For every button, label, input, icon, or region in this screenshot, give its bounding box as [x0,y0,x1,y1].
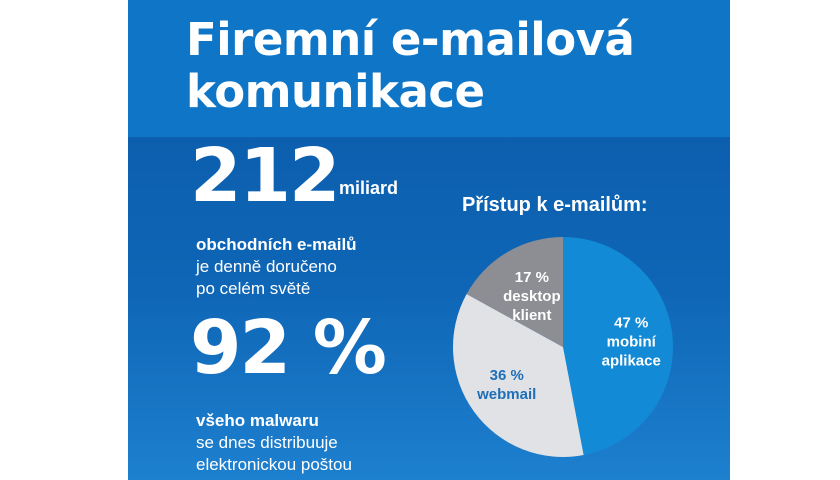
pie-label-0-line-1: mobiní [607,333,657,350]
title-line-2: komunikace [186,65,485,118]
stat-caption-malware-line3: elektronickou poštou [196,455,352,474]
pie-slice-0 [563,237,673,456]
pie-label-2-line-0: 17 % [515,269,549,286]
stat-caption-emails: obchodních e-mailů je denně doručeno po … [196,234,436,300]
stat-caption-malware: všeho malwaru se dnes distribuuje elektr… [196,410,436,476]
pie-label-0-line-0: 47 % [614,314,648,331]
pie-label-0-line-2: aplikace [602,352,661,369]
pie-label-2-line-2: klient [512,307,551,324]
pie-label-1-line-0: 36 % [490,367,524,384]
stat-value-malware: 92 % [190,305,387,391]
page-title: Firemní e-mailová komunikace [186,13,635,118]
title-band [128,0,730,137]
pie-label-1-line-1: webmail [476,386,536,403]
pie-label-2-line-1: desktop [503,288,561,305]
stat-caption-emails-line3: po celém světě [196,279,311,298]
pie-chart: 47 % mobiní aplikace 36 % webmail 17 % desktop… [453,237,673,457]
stat-caption-emails-line2: je denně doručeno [196,257,337,276]
stat-value-emails: 212 [190,133,340,219]
title-line-1: Firemní e-mailová [186,13,635,66]
stat-caption-emails-bold: obchodních e-mailů [196,235,357,254]
chart-title: Přístup k e-mailům: [462,194,648,216]
pie-slice-2 [466,237,563,347]
pie-slice-1 [453,294,584,457]
stat-unit-emails: miliard [339,178,399,198]
stat-caption-malware-bold: všeho malwaru [196,411,319,430]
infographic-panel: Firemní e-mailová komunikace 212 miliard… [128,0,730,480]
stat-caption-malware-line2: se dnes distribuuje [196,433,338,452]
